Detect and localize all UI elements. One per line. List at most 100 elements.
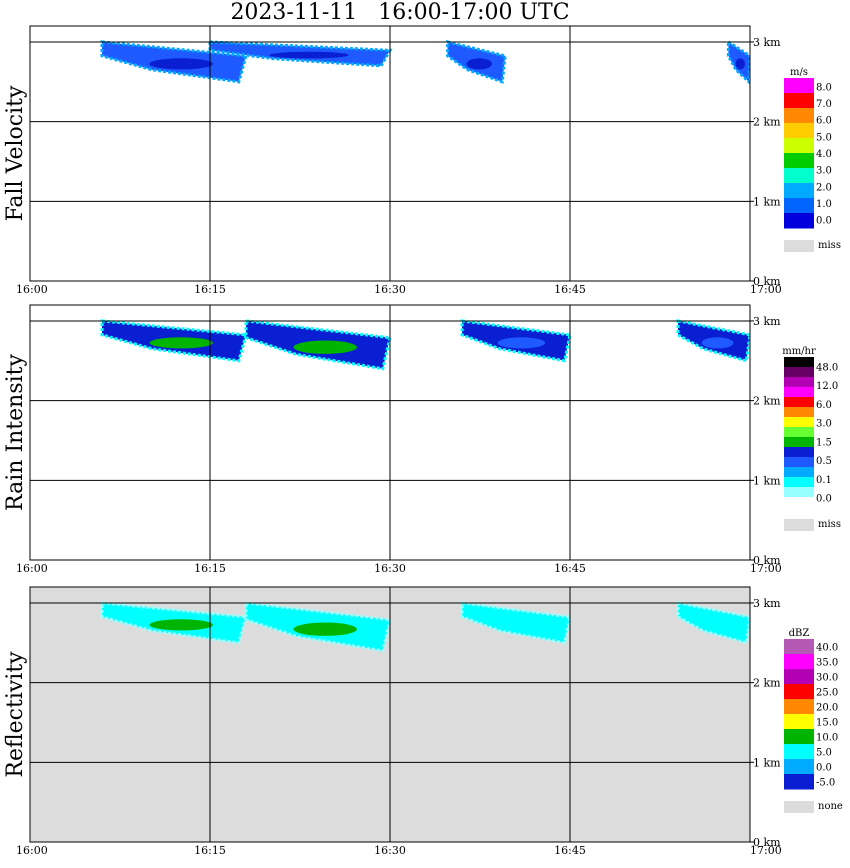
echo-core bbox=[293, 340, 357, 354]
legend: dBZ 40.0 35.0 30.0 25.0 20.0 15.0 10.0 5.0 0.0 -5.… bbox=[784, 628, 843, 813]
legend-swatch bbox=[784, 123, 814, 139]
panel-1: 16:00 16:15 16:30 16:45 17:000 km 1 km 2 km 3 k… bbox=[3, 25, 841, 296]
y-tick-label: 1 km bbox=[753, 195, 781, 208]
echo-core bbox=[149, 337, 213, 349]
legend-swatch bbox=[784, 447, 814, 458]
legend-label: 12.0 bbox=[816, 381, 838, 392]
legend-swatch bbox=[784, 699, 814, 715]
legend-swatch bbox=[784, 427, 814, 438]
y-tick-label: 0 km bbox=[753, 275, 781, 288]
legend-swatch bbox=[784, 168, 814, 184]
y-tick-label: 0 km bbox=[753, 836, 781, 849]
legend-swatch bbox=[784, 774, 814, 790]
x-tick-label: 16:00 bbox=[16, 283, 48, 296]
y-tick-label: 1 km bbox=[753, 474, 781, 487]
legend-label: 40.0 bbox=[816, 643, 838, 654]
y-axis-title: Reflectivity bbox=[3, 651, 28, 778]
x-tick-label: 16:00 bbox=[16, 844, 48, 857]
x-tick-label: 16:45 bbox=[554, 283, 586, 296]
x-tick-label: 16:00 bbox=[16, 562, 48, 575]
y-axis-title: Rain Intensity bbox=[3, 353, 28, 510]
legend-swatch bbox=[784, 183, 814, 199]
x-tick-label: 17:00 bbox=[750, 283, 782, 296]
legend-swatch bbox=[784, 357, 814, 368]
legend-swatch bbox=[784, 457, 814, 468]
echo-core bbox=[701, 337, 734, 349]
echo-core bbox=[466, 58, 492, 70]
gridlines bbox=[30, 587, 750, 842]
legend-swatch bbox=[784, 367, 814, 378]
gridlines bbox=[30, 26, 750, 281]
legend-label: 2.0 bbox=[816, 182, 832, 193]
legend-label: 0.5 bbox=[816, 456, 832, 467]
legend-swatch bbox=[784, 467, 814, 478]
legend-swatch bbox=[784, 93, 814, 109]
plot-frame bbox=[29, 304, 751, 561]
legend-label: 15.0 bbox=[816, 718, 838, 729]
panel-3: 16:00 16:15 16:30 16:45 17:000 km 1 km 2 km 3 k… bbox=[3, 586, 843, 857]
legend-swatch bbox=[784, 417, 814, 428]
echo-core bbox=[497, 337, 546, 349]
y-tick-label: 2 km bbox=[753, 395, 781, 408]
y-tick-label: 3 km bbox=[753, 36, 781, 49]
legend-swatch bbox=[784, 477, 814, 488]
x-tick-label: 17:00 bbox=[750, 844, 782, 857]
x-tick-label: 16:15 bbox=[194, 283, 226, 296]
x-tick-label: 16:30 bbox=[374, 562, 406, 575]
legend-label: 8.0 bbox=[816, 82, 832, 93]
legend-label: 5.0 bbox=[816, 132, 832, 143]
legend-swatch bbox=[784, 684, 814, 700]
echo-layer bbox=[676, 601, 750, 645]
legend-label: 10.0 bbox=[816, 733, 838, 744]
legend-label: 4.0 bbox=[816, 149, 832, 160]
echo-core bbox=[269, 51, 349, 59]
legend-label: 1.0 bbox=[816, 199, 832, 210]
x-tick-label: 16:30 bbox=[374, 283, 406, 296]
legend-unit: dBZ bbox=[789, 628, 810, 639]
y-tick-label: 3 km bbox=[753, 597, 781, 610]
echo-core bbox=[149, 619, 213, 631]
legend-label: 5.0 bbox=[816, 748, 832, 759]
y-tick-label: 2 km bbox=[753, 116, 781, 129]
legend-label: -5.0 bbox=[816, 778, 835, 789]
legend-swatch bbox=[784, 487, 814, 498]
legend-label: 1.5 bbox=[816, 437, 832, 448]
legend-swatch bbox=[784, 744, 814, 760]
echo-core bbox=[735, 58, 746, 70]
legend-swatch bbox=[784, 407, 814, 418]
legend-missing-label: none bbox=[818, 801, 843, 812]
x-tick-label: 16:45 bbox=[554, 562, 586, 575]
legend-missing-swatch bbox=[784, 519, 814, 531]
legend-swatch bbox=[784, 729, 814, 745]
x-tick-label: 16:15 bbox=[194, 562, 226, 575]
legend-label: 48.0 bbox=[816, 362, 838, 373]
legend-swatch bbox=[784, 397, 814, 408]
legend-swatch bbox=[784, 377, 814, 388]
legend-unit: m/s bbox=[790, 67, 808, 78]
legend-label: 0.0 bbox=[816, 494, 832, 505]
y-tick-label: 2 km bbox=[753, 677, 781, 690]
chart-title: 2023-11-11 16:00-17:00 UTC bbox=[230, 0, 570, 25]
legend-label: 35.0 bbox=[816, 658, 838, 669]
legend-label: 6.0 bbox=[816, 400, 832, 411]
legend-missing-label: miss bbox=[818, 519, 841, 530]
legend-swatch bbox=[784, 639, 814, 655]
legend-swatch bbox=[784, 108, 814, 124]
y-tick-label: 0 km bbox=[753, 554, 781, 567]
legend-swatch bbox=[784, 497, 814, 508]
echo-core bbox=[149, 58, 213, 70]
legend-swatch bbox=[784, 78, 814, 94]
legend-label: 30.0 bbox=[816, 673, 838, 684]
x-tick-label: 16:45 bbox=[554, 844, 586, 857]
legend-swatch bbox=[784, 138, 814, 154]
legend-swatch bbox=[784, 654, 814, 670]
y-tick-label: 3 km bbox=[753, 315, 781, 328]
legend-swatch bbox=[784, 213, 814, 229]
legend-label: 7.0 bbox=[816, 99, 832, 110]
legend-label: 0.0 bbox=[816, 763, 832, 774]
plot-frame bbox=[29, 586, 751, 843]
legend-unit: mm/hr bbox=[782, 346, 816, 357]
legend-label: 3.0 bbox=[816, 419, 832, 430]
